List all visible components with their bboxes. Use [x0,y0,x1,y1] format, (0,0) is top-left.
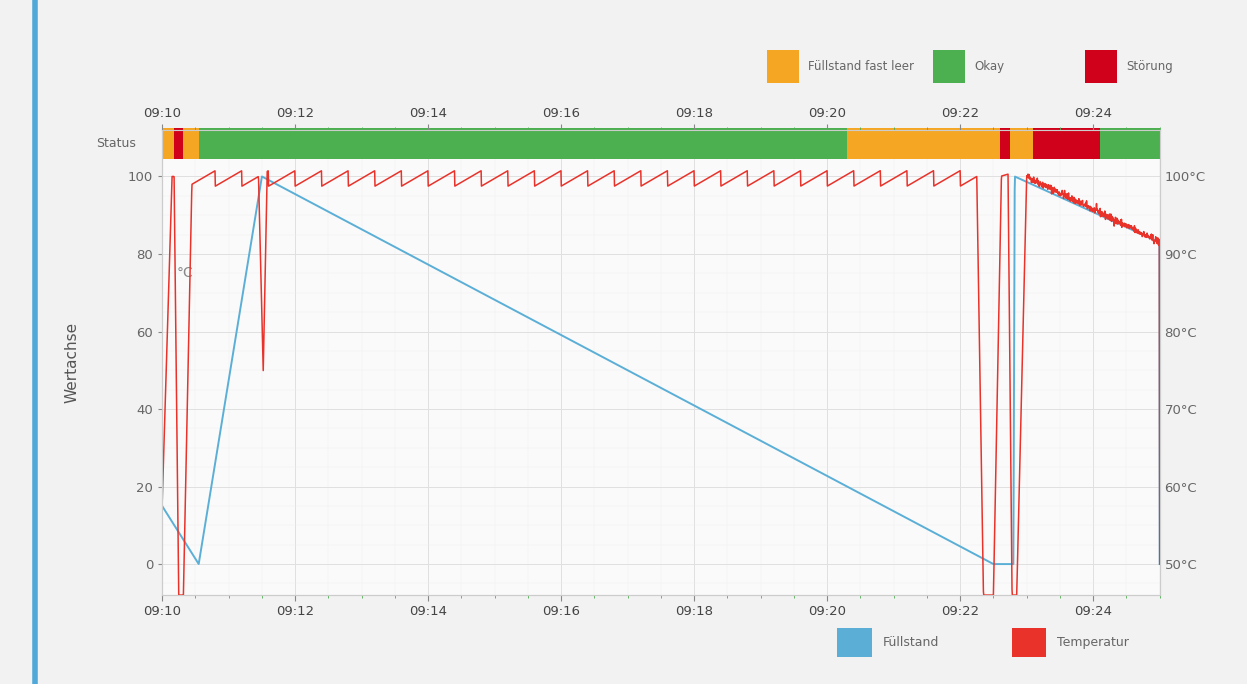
Bar [1010,128,1034,159]
Bar [183,128,198,159]
Bar [1034,128,1100,159]
Bar [933,51,965,83]
Bar [198,128,847,159]
Text: Okay: Okay [974,60,1004,73]
Bar [837,628,872,657]
Text: Temperatur: Temperatur [1057,636,1129,649]
Text: Füllstand fast leer: Füllstand fast leer [808,60,914,73]
Y-axis label: Wertachse: Wertachse [65,322,80,403]
Bar [847,128,1000,159]
Text: Status: Status [96,137,136,150]
Bar [1100,128,1160,159]
Bar [767,51,799,83]
Text: Störung: Störung [1126,60,1173,73]
Bar [1011,628,1046,657]
Text: Füllstand: Füllstand [883,636,939,649]
Bar [162,128,175,159]
Bar [1000,128,1010,159]
Text: °C: °C [177,266,193,280]
Bar [175,128,183,159]
Bar [1085,51,1117,83]
